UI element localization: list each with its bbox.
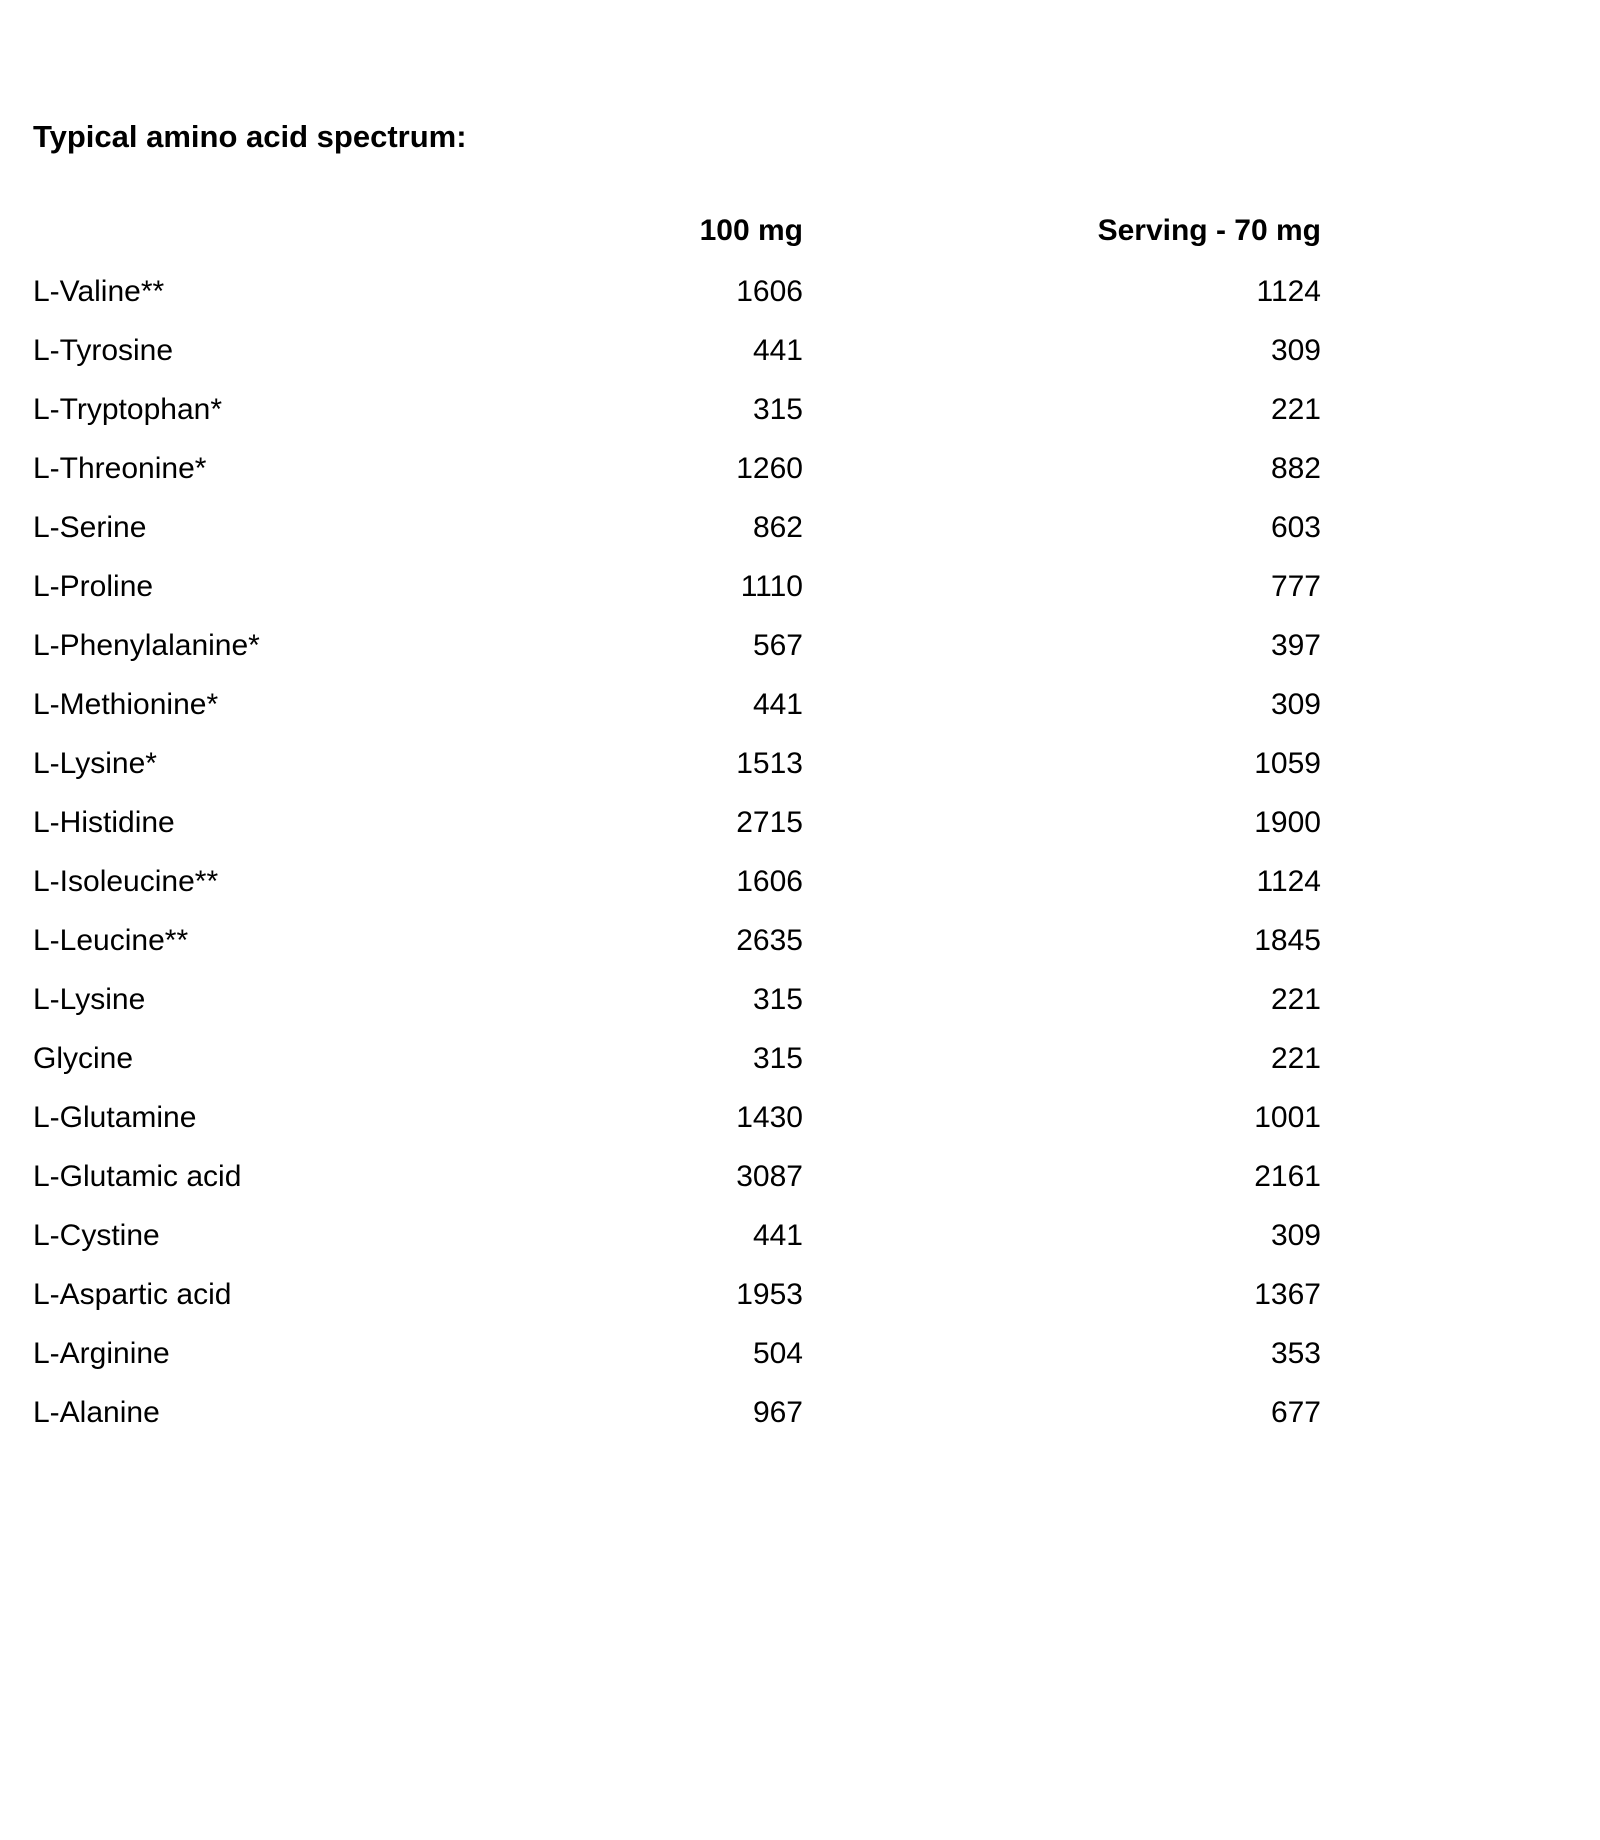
value-per-100mg: 1606 <box>736 864 803 898</box>
value-per-100mg: 315 <box>752 392 803 426</box>
table-row: L-Proline 1110 777 <box>33 557 1321 616</box>
amino-acid-name: L-Tryptophan* <box>33 392 222 426</box>
amino-acid-table-body: L-Valine** 1606 1124 L-Tyrosine 441 309 … <box>33 262 1321 1442</box>
table-row: L-Methionine* 441 309 <box>33 675 1321 734</box>
amino-acid-name: L-Lysine* <box>33 746 157 780</box>
value-per-100mg: 3087 <box>736 1159 803 1193</box>
table-row: L-Serine 862 603 <box>33 498 1321 557</box>
amino-acid-name: L-Phenylalanine* <box>33 628 260 662</box>
amino-acid-name: L-Glutamine <box>33 1100 197 1134</box>
value-per-serving: 221 <box>1270 982 1321 1016</box>
value-per-serving: 397 <box>1270 628 1321 662</box>
amino-acid-name: L-Proline <box>33 569 154 603</box>
table-row: L-Glutamine 1430 1001 <box>33 1088 1321 1147</box>
value-per-100mg: 1430 <box>736 1100 803 1134</box>
value-per-serving: 309 <box>1270 1218 1321 1252</box>
value-per-100mg: 1513 <box>736 746 803 780</box>
amino-acid-name: L-Valine** <box>33 274 165 308</box>
value-per-serving: 1001 <box>1254 1100 1321 1134</box>
table-row: L-Aspartic acid 1953 1367 <box>33 1265 1321 1324</box>
value-per-100mg: 1260 <box>736 451 803 485</box>
value-per-100mg: 567 <box>752 628 803 662</box>
amino-acid-name: L-Histidine <box>33 805 175 839</box>
value-per-serving: 1124 <box>1256 864 1321 898</box>
table-row: L-Phenylalanine* 567 397 <box>33 616 1321 675</box>
amino-acid-name: L-Cystine <box>33 1218 160 1252</box>
value-per-serving: 221 <box>1270 392 1321 426</box>
amino-acid-name: L-Leucine** <box>33 923 189 957</box>
value-per-100mg: 2715 <box>736 805 803 839</box>
value-per-100mg: 315 <box>752 982 803 1016</box>
header-row: 100 mg Serving - 70 mg <box>33 200 1321 262</box>
amino-acid-name: L-Aspartic acid <box>33 1277 232 1311</box>
amino-acid-name: L-Glutamic acid <box>33 1159 242 1193</box>
table-row: L-Valine** 1606 1124 <box>33 262 1321 321</box>
amino-acid-name: L-Alanine <box>33 1395 160 1429</box>
amino-acid-name: L-Arginine <box>33 1336 170 1370</box>
value-per-serving: 221 <box>1270 1041 1321 1075</box>
value-per-serving: 309 <box>1270 333 1321 367</box>
value-per-serving: 777 <box>1270 569 1321 603</box>
table-row: L-Tyrosine 441 309 <box>33 321 1321 380</box>
table-row: L-Glutamic acid 3087 2161 <box>33 1147 1321 1206</box>
table-row: L-Threonine* 1260 882 <box>33 439 1321 498</box>
value-per-100mg: 1606 <box>736 274 803 308</box>
amino-acid-name: L-Isoleucine** <box>33 864 219 898</box>
value-per-100mg: 2635 <box>736 923 803 957</box>
value-per-serving: 1124 <box>1256 274 1321 308</box>
amino-acid-name: L-Threonine* <box>33 451 207 485</box>
value-per-serving: 1845 <box>1254 923 1321 957</box>
amino-acid-name: L-Methionine* <box>33 687 219 721</box>
page-title: Typical amino acid spectrum: <box>33 119 467 154</box>
table-row: L-Lysine 315 221 <box>33 970 1321 1029</box>
value-per-100mg: 441 <box>752 333 803 367</box>
value-per-100mg: 504 <box>752 1336 803 1370</box>
table-row: L-Alanine 967 677 <box>33 1383 1321 1442</box>
value-per-100mg: 1953 <box>736 1277 803 1311</box>
table-row: L-Tryptophan* 315 221 <box>33 380 1321 439</box>
table-row: L-Lysine* 1513 1059 <box>33 734 1321 793</box>
value-per-serving: 353 <box>1270 1336 1321 1370</box>
value-per-100mg: 1110 <box>740 569 803 603</box>
column-header-100mg: 100 mg <box>699 214 803 247</box>
amino-acid-name: L-Lysine <box>33 982 146 1016</box>
amino-acid-table: 100 mg Serving - 70 mg L-Valine** 1606 1… <box>33 200 1321 1442</box>
table-row: L-Isoleucine** 1606 1124 <box>33 852 1321 911</box>
table-row: L-Histidine 2715 1900 <box>33 793 1321 852</box>
table-row: L-Leucine** 2635 1845 <box>33 911 1321 970</box>
table-row: L-Cystine 441 309 <box>33 1206 1321 1265</box>
column-header-serving: Serving - 70 mg <box>1097 214 1321 247</box>
table-row: Glycine 315 221 <box>33 1029 1321 1088</box>
value-per-100mg: 441 <box>752 687 803 721</box>
value-per-serving: 677 <box>1270 1395 1321 1429</box>
table-header: 100 mg Serving - 70 mg <box>33 200 1321 262</box>
value-per-serving: 1900 <box>1254 805 1321 839</box>
value-per-100mg: 862 <box>752 510 803 544</box>
amino-acid-name: Glycine <box>33 1041 134 1075</box>
value-per-100mg: 315 <box>752 1041 803 1075</box>
value-per-serving: 2161 <box>1254 1159 1321 1193</box>
table-row: L-Arginine 504 353 <box>33 1324 1321 1383</box>
value-per-serving: 603 <box>1270 510 1321 544</box>
value-per-serving: 309 <box>1270 687 1321 721</box>
value-per-serving: 882 <box>1270 451 1321 485</box>
value-per-serving: 1059 <box>1254 746 1321 780</box>
column-header-name <box>33 200 533 262</box>
value-per-serving: 1367 <box>1254 1277 1321 1311</box>
value-per-100mg: 441 <box>752 1218 803 1252</box>
content-area: Typical amino acid spectrum: 100 mg Serv… <box>33 119 1321 1442</box>
amino-acid-name: L-Serine <box>33 510 147 544</box>
amino-acid-name: L-Tyrosine <box>33 333 174 367</box>
value-per-100mg: 967 <box>752 1395 803 1429</box>
